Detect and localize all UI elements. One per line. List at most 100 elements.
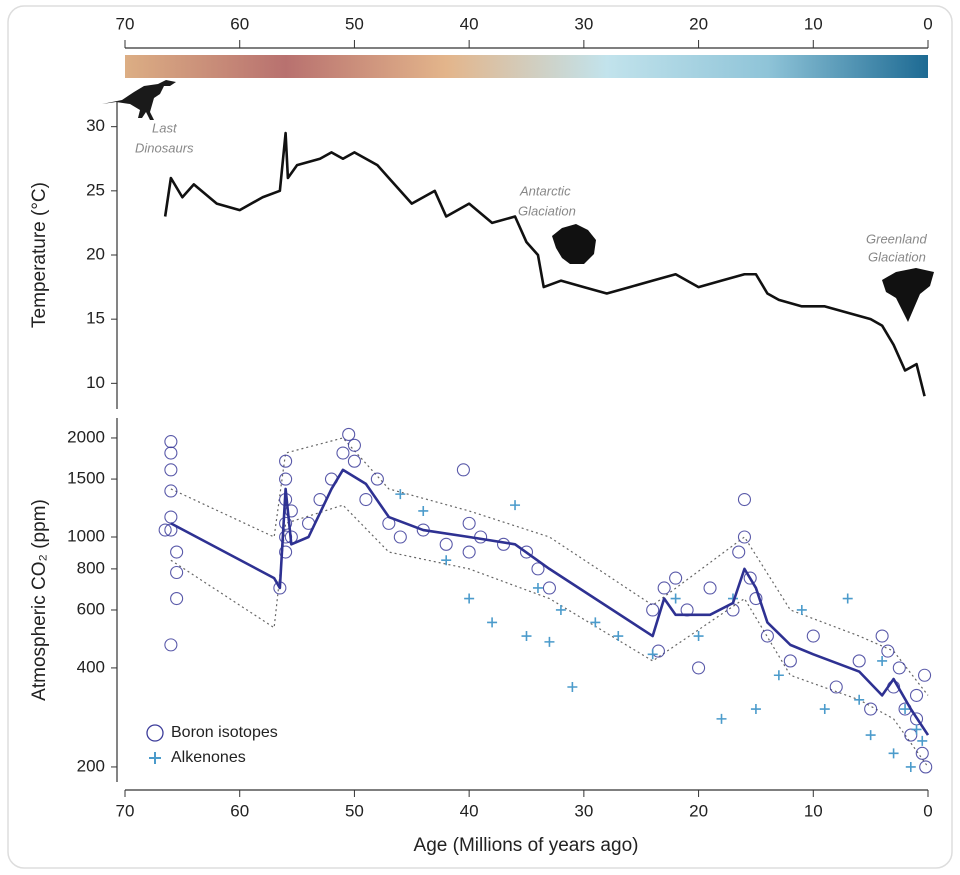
boron-point <box>829 680 843 694</box>
boron-point <box>881 644 895 658</box>
alkenone-point <box>750 704 761 715</box>
x-tick-label: 40 <box>460 801 479 820</box>
alkenone-point <box>532 582 543 593</box>
boron-point <box>737 530 752 544</box>
boron-point <box>703 581 717 595</box>
boron-point <box>783 654 797 668</box>
alkenone-point <box>441 555 452 566</box>
alkenone-point <box>670 593 681 604</box>
boron-point <box>158 523 172 537</box>
y-tick-label: 200 <box>77 756 105 775</box>
legend-label: Alkenones <box>171 749 246 766</box>
antarctica-icon <box>552 224 596 264</box>
boron-point <box>342 427 356 441</box>
boron-point <box>737 492 752 507</box>
annotation: Last <box>152 120 178 135</box>
alkenone-point <box>877 655 888 666</box>
boron-point <box>657 581 671 595</box>
alkenone-point <box>693 631 704 642</box>
x-axis-label: Age (Millions of years ago) <box>414 835 639 856</box>
alkenone-point <box>773 670 784 681</box>
alkenone-point <box>418 505 429 516</box>
alkenone-point <box>796 604 807 615</box>
boron-point <box>542 581 556 595</box>
y-axis-label: Temperature (°C) <box>29 182 50 328</box>
boron-point <box>692 661 706 675</box>
y-tick-label: 2000 <box>67 427 105 446</box>
x-tick-label: 30 <box>574 14 593 33</box>
boron-point <box>531 562 545 576</box>
alkenone-point <box>854 694 865 705</box>
x-tick-label: 10 <box>804 801 823 820</box>
boron-point <box>909 688 924 702</box>
alkenone-point <box>888 748 899 759</box>
legend-marker <box>149 752 161 764</box>
alkenone-point <box>647 649 658 660</box>
colorbar <box>125 55 928 78</box>
boron-point <box>915 746 929 760</box>
boron-point <box>462 516 476 530</box>
boron-point <box>336 446 350 460</box>
alkenone-point <box>905 761 916 772</box>
alkenone-point <box>917 735 928 746</box>
annotation: Glaciation <box>518 203 576 218</box>
boron-point <box>918 668 932 682</box>
boron-point <box>164 484 178 498</box>
boron-point <box>279 516 293 530</box>
x-tick-label: 40 <box>460 14 479 33</box>
boron-point <box>462 545 476 559</box>
boron-point <box>749 591 763 606</box>
x-tick-label: 20 <box>689 14 708 33</box>
alkenone-point <box>510 500 521 511</box>
boron-point <box>669 571 683 585</box>
alkenone-point <box>464 593 475 604</box>
boron-point <box>170 565 184 580</box>
boron-point <box>393 530 407 544</box>
boron-point <box>370 472 384 486</box>
boron-point <box>279 454 293 468</box>
y-tick-label: 1500 <box>67 469 105 488</box>
annotation: Dinosaurs <box>135 140 194 155</box>
legend-marker <box>146 724 164 742</box>
alkenone-point <box>544 636 555 647</box>
alkenone-point <box>613 631 624 642</box>
y-tick-label: 25 <box>86 180 105 199</box>
x-tick-label: 30 <box>574 801 593 820</box>
boron-point <box>170 591 184 606</box>
x-tick-label: 70 <box>116 14 135 33</box>
alkenone-point <box>842 593 853 604</box>
y-tick-label: 30 <box>86 116 105 135</box>
alkenone-point <box>590 617 601 628</box>
boron-point <box>732 545 746 559</box>
x-tick-label: 70 <box>116 801 135 820</box>
boron-point <box>164 463 178 477</box>
boron-point <box>519 545 534 559</box>
x-tick-label: 50 <box>345 801 364 820</box>
boron-point <box>359 492 373 507</box>
boron-point <box>743 571 757 585</box>
y-axis-label: Atmospheric CO₂ (ppm) <box>29 499 50 701</box>
boron-point <box>646 603 660 617</box>
x-tick-label: 60 <box>230 14 249 33</box>
x-tick-label: 0 <box>923 14 932 33</box>
y-tick-label: 15 <box>86 309 105 328</box>
x-tick-label: 60 <box>230 801 249 820</box>
y-tick-label: 400 <box>77 657 105 676</box>
y-tick-label: 20 <box>86 244 105 263</box>
boron-point <box>864 702 878 716</box>
boron-point <box>806 629 820 643</box>
boron-point <box>439 537 453 551</box>
x-tick-label: 10 <box>804 14 823 33</box>
fit-line <box>170 468 930 736</box>
annotation: Antarctic <box>519 183 571 198</box>
boron-point <box>760 629 774 643</box>
boron-point <box>279 545 293 559</box>
y-tick-label: 600 <box>77 599 105 618</box>
boron-point <box>347 438 361 452</box>
boron-point <box>164 638 178 652</box>
legend-label: Boron isotopes <box>171 724 278 741</box>
alkenone-point <box>900 704 911 715</box>
boron-point <box>347 454 361 468</box>
alkenone-point <box>395 489 406 500</box>
